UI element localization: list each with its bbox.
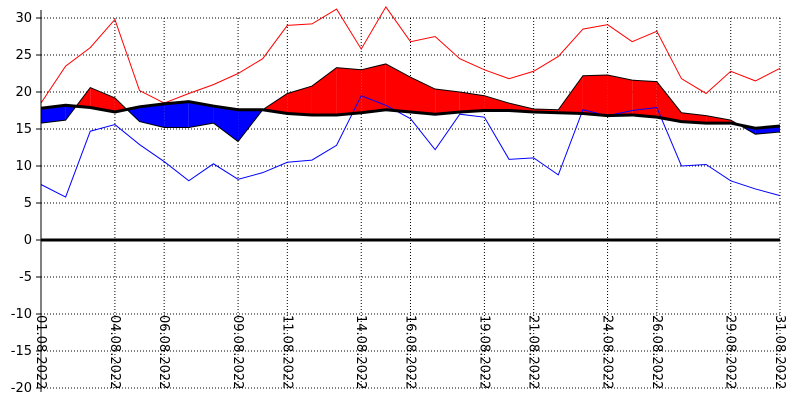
- above-normal-fill: [336, 67, 362, 115]
- above-normal-fill: [361, 63, 386, 113]
- series-lines: [40, 5, 781, 198]
- above-normal-fill: [706, 115, 731, 124]
- below-normal-fill: [41, 105, 66, 124]
- x-tick-label: 21.08.2022: [526, 315, 541, 389]
- x-tick-label: 01.08.2022: [33, 315, 48, 389]
- above-normal-fill: [632, 80, 657, 118]
- y-tick-label: 10: [15, 159, 32, 174]
- above-normal-fill: [459, 92, 485, 112]
- x-tick-label: 14.08.2022: [353, 315, 368, 389]
- above-normal-fill: [607, 74, 633, 116]
- y-tick-label: 0: [24, 233, 32, 248]
- below-normal-fill: [139, 103, 165, 128]
- below-normal-fill: [164, 101, 189, 128]
- x-tick-label: 24.08.2022: [600, 315, 615, 389]
- normal-temperature-line: [40, 100, 781, 130]
- y-tick-label: -5: [19, 270, 32, 285]
- y-tick-label: -20: [11, 381, 32, 396]
- y-tick-label: 25: [15, 48, 32, 63]
- below-normal-fill: [213, 106, 239, 142]
- above-normal-fill: [582, 74, 608, 116]
- x-tick-labels: 01.08.2022 04.08.2022 06.08.2022 09.08.2022…: [33, 315, 787, 389]
- mean-temperature-line: [40, 63, 781, 143]
- x-tick-label: 11.08.2022: [279, 315, 294, 389]
- above-normal-fill: [287, 86, 312, 115]
- min-temperature-line: [40, 95, 781, 198]
- above-normal-fill: [90, 87, 115, 112]
- y-tick-label: 30: [15, 11, 32, 26]
- y-tick-label: -10: [11, 307, 32, 322]
- y-tick-labels: -20 -15 -10 -5 0 5 10 15 20 25 30: [11, 11, 32, 396]
- grid: [41, 17, 781, 389]
- x-tick-label: 29.08.2022: [723, 315, 738, 389]
- y-tick-label: 5: [24, 196, 32, 211]
- x-tick-label: 16.08.2022: [403, 315, 418, 389]
- y-tick-label: 20: [15, 85, 32, 100]
- x-tick-label: 26.08.2022: [649, 315, 664, 389]
- above-normal-fill: [385, 63, 411, 112]
- above-normal-fill: [262, 93, 288, 114]
- below-normal-fill: [188, 101, 214, 128]
- above-normal-fill: [435, 89, 460, 115]
- above-normal-fill: [311, 67, 337, 115]
- y-tick-label: -15: [11, 344, 32, 359]
- x-tick-label: 31.08.2022: [772, 315, 787, 389]
- above-normal-fill: [558, 75, 583, 114]
- x-tick-label: 19.08.2022: [476, 315, 491, 389]
- x-tick-label: 09.08.2022: [230, 315, 245, 389]
- x-tick-label: 06.08.2022: [156, 315, 171, 389]
- x-tick-label: 04.08.2022: [107, 315, 122, 389]
- above-normal-fill: [656, 81, 682, 122]
- axes: [36, 10, 780, 392]
- above-normal-fill: [484, 95, 510, 111]
- y-tick-label: 15: [15, 122, 32, 137]
